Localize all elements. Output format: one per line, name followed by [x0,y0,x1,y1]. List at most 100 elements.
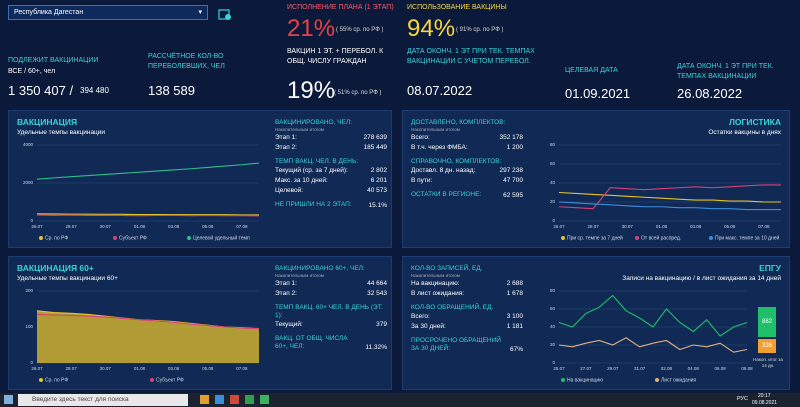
stat-row: Этап 1: 44 664 [275,279,387,289]
stat-block: ВАКЦИНИРОВАНО, ЧЕЛ: Накопительным итогом Э… [275,119,387,153]
clock-date: 09.08.2021 [752,400,778,406]
legend-label: На вакцинацию [567,377,603,383]
panel: ВАКЦИНАЦИЯ 60+ Удельные темпы вакцинации… [8,256,392,390]
chart-title: Остатки вакцины в днях [708,129,781,136]
x-tick-label: 05.08 [202,366,214,371]
stat-value: 1 181 [506,323,523,330]
legend-marker [561,236,565,240]
app-icon[interactable] [230,395,239,404]
stat-row: В т.ч. через ФМБА: 1 200 [411,143,523,153]
stat-value: 6 201 [370,177,387,184]
stat-heading: КОЛ-ВО ЗАПИСЕЙ, ЕД. [411,265,483,272]
y-tick-label: 0 [552,218,555,223]
y-tick-label: 40 [550,180,556,185]
legend-marker [39,236,43,240]
stat-block: ДОСТАВЛЕНО, КОМПЛЕКТОВ: Накопительным ито… [411,119,523,153]
stat-label: Текущий: [275,321,303,328]
stat-value: 185 449 [363,144,388,151]
x-tick-label: 02.08 [661,366,673,371]
x-tick-label: 03.08 [168,224,180,229]
panel: ВАКЦИНАЦИЯ Удельные темпы вакцинации 0 20… [8,110,392,248]
total-note: Накоп. итог за 14 дн. [753,357,783,368]
stat-label: Макс. за 10 дней: [275,177,328,184]
stat-block: ТЕМП ВАКЦ. ЧЕЛ. В ДЕНЬ: Текущий (ср. за 7… [275,158,387,196]
kpi-note: ( 51% ср. по РФ ) [334,90,382,96]
app-icon[interactable] [245,395,254,404]
x-tick-label: 05.08 [724,224,736,229]
stat-block: ТЕМП ВАКЦ. 60+ ЧЕЛ. В ДЕНЬ (ЭТ. 1): Текущ… [275,304,387,330]
series-line [558,184,781,210]
search-box[interactable]: Введите здесь текст для поиска [18,394,188,406]
x-tick-label: 07.08 [236,366,248,371]
legend-marker [150,378,154,382]
y-tick-label: 0 [30,218,33,223]
stat-label: Этап 2: [275,290,297,297]
stat-value: 44 664 [367,280,387,287]
y-tick-label: 0 [30,360,33,365]
app-icon[interactable] [215,395,224,404]
series-line [558,201,781,211]
stat-note: Накопительным итогом [275,273,324,278]
dropdown-arrow: ▾ [198,9,202,16]
app-icon[interactable] [260,395,269,404]
stat-block: ВАКЦИНИРОВАНО 60+, ЧЕЛ: Накопительным ито… [275,265,387,299]
kpi-label: ДАТА ОКОНЧ. 1 ЭТ ПРИ ТЕК. ТЕМПАХ ВАКЦИНА… [677,63,774,80]
stat-heading-row: ОСТАТКИ В РЕГИОНЕ: 62 595 [411,191,523,199]
series-line [36,213,259,216]
stat-heading: ОСТАТКИ В РЕГИОНЕ: [411,191,482,198]
stat-heading: ДОСТАВЛЕНО, КОМПЛЕКТОВ: [411,119,506,126]
x-tick-label: 08.08 [741,366,753,371]
x-tick-label: 01.08 [134,366,146,371]
stat-value: 40 573 [367,187,387,194]
legend-label: Лист ожидания [661,377,696,383]
kpi-label: ЦЕЛЕВАЯ ДАТА [565,67,618,74]
legend-label: Целевой удельный темп [193,234,250,241]
series-line [36,313,260,330]
y-tick-label: 100 [25,324,33,329]
stat-value: 11.32% [365,344,387,351]
stat-heading: ВАКЦИНИРОВАНО 60+, ЧЕЛ: [275,265,365,272]
stat-note: Накопительным итогом [411,127,460,132]
stat-heading-row: ПРОСРОЧЕНО ОБРАЩЕНИЙ ЗА 30 ДНЕЙ: 67% [411,337,523,353]
series-line [36,214,260,217]
x-tick-label: 30.07 [100,366,112,371]
stat-note: Накопительным итогом [275,127,324,132]
kpi-label: ДАТА ОКОНЧ. 1 ЭТ ПРИ ТЕК. ТЕМПАХ ВАКЦИНА… [407,48,535,65]
series-line [558,294,748,337]
series-area [37,310,259,363]
panel: ЕПГУ Записи на вакцинацию / в лист ожида… [402,256,790,390]
refresh-icon[interactable] [218,8,232,21]
legend-marker [655,378,659,382]
stat-label: Этап 2: [275,144,297,151]
taskbar: Введите здесь текст для поиска РУС 20:17… [0,393,800,407]
start-button[interactable] [4,395,13,404]
kpi-value: 21% [287,15,336,42]
app-icon[interactable] [200,395,209,404]
region-select[interactable]: Республика Дагестан ▾ [8,5,208,20]
legend-label: От всей распред. [641,234,681,241]
kpi-value: 19% [287,77,336,104]
panel-title: ВАКЦИНАЦИЯ [17,117,78,127]
chart: 0 100 200 26.07 28.07 30.07 01.08 03.08 05.08 07.… [25,288,260,383]
kpi-value: 394 480 [80,86,109,95]
stat-note: Накопительным итогом [411,273,460,278]
kpi-value: 138 589 [148,83,195,98]
x-tick-label: 05.08 [202,224,214,229]
x-tick-label: 27.07 [580,366,592,371]
x-tick-label: 28.07 [588,224,600,229]
series-line [558,191,781,203]
legend-label: Ср. по РФ [45,235,68,241]
y-tick-label: 80 [550,142,556,147]
stat-heading-row: НЕ ПРИШЛИ НА 2 ЭТАП: 15.1% [275,201,387,209]
stat-value: 15.1% [368,202,387,209]
panel: ЛОГИСТИКА Остатки вакцины в днях 0 20 40 60… [402,110,790,248]
kpi-note: ( 91% ср. по РФ ) [456,27,504,33]
panel-title: ЕПГУ [759,263,781,273]
legend-marker [113,236,117,240]
stat-value: 1 678 [506,290,523,297]
panel-title: ВАКЦИНАЦИЯ 60+ [17,263,94,273]
series-line [36,162,260,180]
y-tick-label: 20 [550,342,556,347]
stat-label: За 30 дней: [411,323,446,330]
stat-label: В пути: [411,177,433,184]
